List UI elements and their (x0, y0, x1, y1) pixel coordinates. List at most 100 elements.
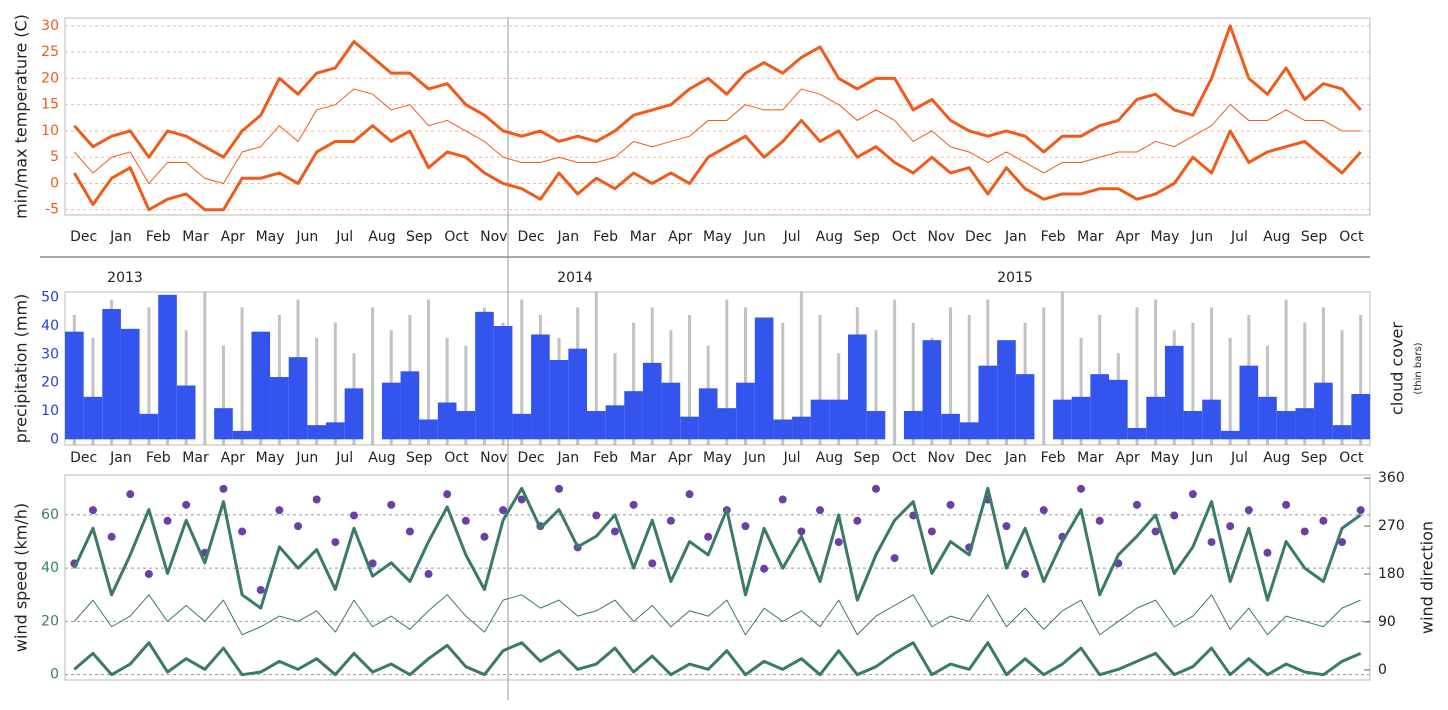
precip-bar (1127, 428, 1147, 440)
precip-bar (661, 382, 681, 440)
x-tick-label: Nov (480, 450, 507, 466)
cloud-bar (874, 330, 878, 445)
precip-bar (941, 413, 960, 440)
precip-bar (326, 422, 345, 440)
cloud-bar (333, 322, 337, 445)
cloud-bar (967, 314, 971, 445)
cloud-bar (1210, 307, 1214, 445)
x-tick-label: Jul (783, 450, 801, 466)
precip-bar (903, 411, 923, 440)
direction-dot (760, 564, 769, 573)
precip-bar (139, 413, 159, 440)
x-tick-label: Jun (295, 229, 318, 245)
x-tick-label: May (1150, 450, 1179, 466)
precip-bar (997, 340, 1016, 440)
x-tick-label: Jul (335, 450, 353, 466)
x-tick-label: Oct (444, 229, 469, 245)
x-tick-label: Jun (1190, 450, 1213, 466)
x-tick-label: Jun (743, 450, 766, 466)
cloud-bar (632, 322, 636, 445)
x-tick-label: Oct (444, 450, 469, 466)
precip-bar (922, 340, 942, 440)
x-tick-label: Oct (892, 450, 917, 466)
wind-frame (64, 474, 1371, 681)
x-tick-label: Apr (221, 450, 245, 466)
x-tick-label: Dec (518, 229, 545, 245)
precip-bar (1146, 396, 1165, 440)
direction-dot (778, 495, 787, 504)
x-tick-label: Nov (928, 229, 955, 245)
y-tick-label: 40 (41, 318, 59, 334)
cloud-bar (818, 314, 822, 445)
precip-bar (773, 419, 793, 440)
direction-dot (1244, 506, 1253, 515)
precip-bar (419, 419, 438, 440)
precip-bar (810, 399, 830, 440)
direction-dot (182, 500, 191, 509)
direction-dot (797, 527, 806, 536)
precip-bar (270, 377, 289, 440)
x-tick-label: Apr (1116, 229, 1140, 245)
direction-dot (368, 559, 377, 568)
cloud-bar (1340, 330, 1344, 445)
precip-bar (1295, 408, 1315, 440)
cloud-bar (91, 337, 95, 445)
x-tick-label: Jan (1004, 229, 1027, 245)
cloud-bar (1135, 307, 1139, 445)
direction-dot (853, 516, 862, 525)
cloud-bar (520, 299, 524, 445)
x-tick-label: Oct (1339, 229, 1364, 245)
x-tick-label: Aug (1263, 229, 1290, 245)
x-tick-label: Sep (853, 450, 880, 466)
direction-dot (834, 538, 843, 547)
precip-bar (176, 385, 196, 440)
x-tick-label: May (256, 229, 285, 245)
y-tick-label: 10 (41, 123, 59, 139)
y-tick-label: 0 (50, 175, 59, 191)
series-line (73, 594, 1361, 636)
direction-dot (219, 484, 228, 493)
x-tick-label: Aug (816, 450, 843, 466)
x-tick-label: Dec (965, 229, 992, 245)
x-tick-label: Nov (928, 450, 955, 466)
direction-dot (629, 500, 638, 509)
direction-dot (1021, 570, 1030, 579)
cloud-bar (1042, 307, 1046, 445)
x-tick-label: Sep (853, 229, 880, 245)
direction-dot (1263, 548, 1272, 557)
precip-bar (1202, 399, 1221, 440)
x-tick-label: Jan (109, 450, 132, 466)
precip-bar (83, 396, 103, 440)
y-tick-label: 20 (41, 613, 59, 629)
precip-bar (1053, 399, 1072, 440)
x-tick-label: Mar (630, 229, 657, 245)
direction-dot (1170, 511, 1179, 520)
y-tick-label: 20 (41, 70, 59, 86)
series-line (73, 24, 1362, 159)
x-tick-label: Jun (743, 229, 766, 245)
precip-bar (437, 402, 457, 440)
precip-bar (1276, 411, 1296, 440)
direction-dot (1207, 538, 1216, 547)
y-tick-label: 40 (41, 560, 59, 576)
precip-bar (1332, 425, 1352, 440)
cloud-bar (1060, 292, 1064, 445)
precip-bar (1351, 394, 1370, 440)
cloud-bar (240, 307, 244, 445)
x-tick-label: Jul (783, 229, 801, 245)
series-line (73, 641, 1362, 677)
direction-dot (1319, 516, 1328, 525)
x-tick-label: May (703, 450, 732, 466)
cloud-bar (445, 337, 449, 445)
direction-dot (704, 532, 713, 541)
precip-bar (1090, 374, 1109, 440)
precip-bar (1258, 396, 1277, 440)
x-tick-label: Apr (668, 229, 692, 245)
precip-bar (792, 416, 811, 440)
direction-dot (871, 484, 880, 493)
direction-dot (126, 490, 135, 499)
direction-dot (1151, 527, 1160, 536)
x-tick-label: May (703, 229, 732, 245)
y-axis-label: wind speed (km/h) (12, 503, 31, 652)
cloud-bar (147, 307, 151, 445)
